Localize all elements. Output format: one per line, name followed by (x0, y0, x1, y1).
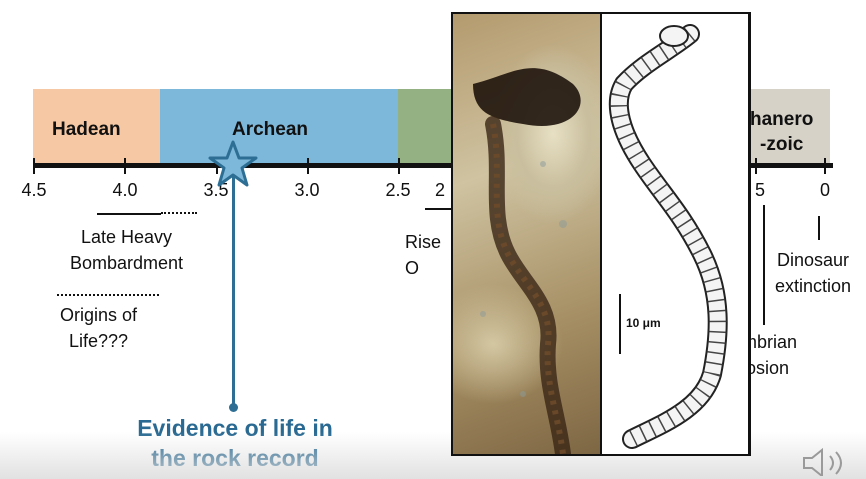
late-heavy-bombardment-label: Late Heavy Bombardment (70, 227, 184, 273)
eon-label-hadean: Hadean (52, 119, 121, 140)
origins-of-life-label: Origins of Life??? (60, 305, 138, 351)
microfossil-drawing-image (608, 24, 728, 449)
eon-hadean (33, 89, 160, 166)
fossil-photo (453, 14, 600, 454)
star-icon (208, 140, 258, 187)
axis-tick (33, 158, 35, 174)
dinosaur-extinction-label: Dinosaur extinction (775, 250, 852, 296)
cambrian-marker-line (763, 205, 765, 325)
eon-archean (160, 89, 398, 166)
origins-range-dotted (57, 294, 159, 296)
axis-tick (216, 158, 218, 174)
cambrian-explosion-label: mbrian losion (742, 332, 798, 378)
bombardment-range-line (97, 213, 161, 215)
time-axis (33, 163, 833, 168)
bombardment-range-dotted (161, 212, 197, 214)
eon-label-phanerozoic: hanero -zoic (750, 109, 814, 155)
axis-tick-label: 2 (434, 180, 445, 200)
extinction-marker-line (818, 216, 820, 240)
rise-of-oxygen-label: Rise O (405, 232, 442, 278)
axis-tick (398, 158, 400, 174)
axis-tick-label: 4.0 (112, 180, 138, 200)
axis-tick-label: 3.5 (203, 180, 229, 200)
eon-phanerozoic (745, 89, 830, 166)
axis-tick (755, 158, 757, 174)
speaker-icon[interactable] (800, 446, 860, 476)
axis-tick (824, 158, 826, 174)
axis-tick-label: 4.5 (21, 180, 47, 200)
eon-label-archean: Archean (232, 119, 309, 140)
evidence-pointer-dot (229, 403, 238, 412)
fossil-drawing: 10 μm (602, 14, 748, 454)
evidence-pointer-line (232, 166, 235, 406)
eon-proterozoic (398, 89, 458, 166)
microfossil-photo-image (473, 68, 581, 454)
axis-tick-label: 2.5 (385, 180, 411, 200)
axis-tick (124, 158, 126, 174)
axis-tick-label: 5 (754, 180, 765, 200)
oxygen-marker-line (425, 208, 455, 210)
axis-tick-label: 0 (819, 180, 830, 200)
axis-tick (307, 158, 309, 174)
axis-tick-label: 3.0 (294, 180, 320, 200)
scale-bar-label: 10 μm (626, 316, 661, 330)
